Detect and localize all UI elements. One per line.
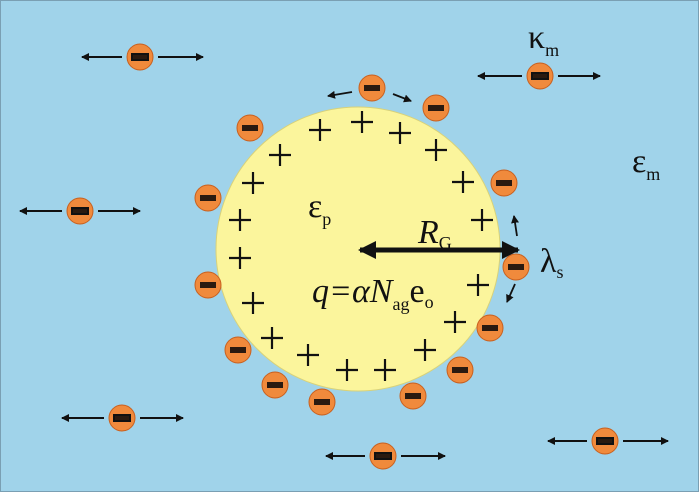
counter-ion [370,443,396,469]
bound-ion [237,115,263,141]
bound-ion [477,315,503,341]
bound-ion [400,383,426,409]
counter-ion [527,63,553,89]
bound-ion [225,337,251,363]
counter-ion [592,428,618,454]
counter-ion [127,44,153,70]
counter-ion [67,198,93,224]
bound-ion [491,170,517,196]
bound-ion [195,185,221,211]
charge-label: q=αNageo [312,273,434,314]
bound-ion [195,272,221,298]
bound-ion [423,95,449,121]
bound-ion [503,254,529,280]
bound-ion [309,389,335,415]
diagram: κm εm εp RG λs q=αNageo [0,0,699,492]
bound-ion [262,372,288,398]
counter-ion [109,405,135,431]
bound-ion [447,357,473,383]
bound-ion [359,75,385,101]
